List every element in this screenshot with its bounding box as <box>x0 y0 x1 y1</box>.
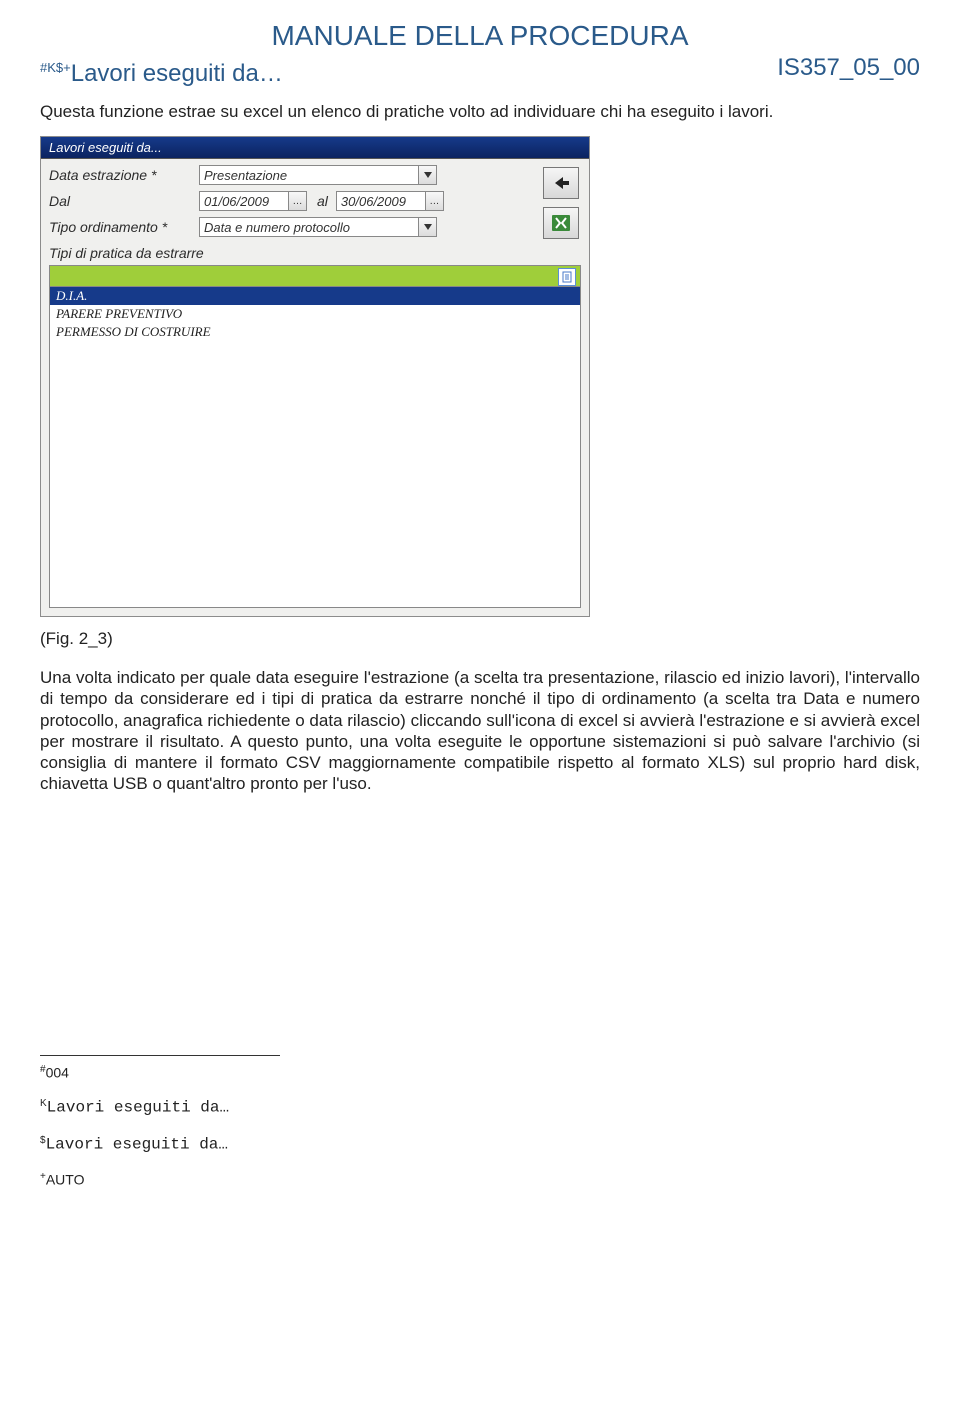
datepicker-button-dal[interactable]: … <box>289 191 307 211</box>
list-header-button[interactable] <box>558 268 576 286</box>
dropdown-button-data-estrazione[interactable] <box>419 165 437 185</box>
intro-paragraph: Questa funzione estrae su excel un elenc… <box>40 102 920 122</box>
footnote-text: 004 <box>46 1064 69 1080</box>
label-tipi-pratica: Tipi di pratica da estrarre <box>49 245 581 261</box>
footnote-4: +AUTO <box>40 1171 920 1188</box>
dialog-titlebar: Lavori eseguiti da... <box>41 137 589 159</box>
label-data-estrazione: Data estrazione * <box>49 167 199 183</box>
arrow-left-icon <box>551 175 571 191</box>
footnote-text: AUTO <box>46 1172 85 1188</box>
section-heading-text: Lavori eseguiti da… <box>71 60 283 87</box>
label-al: al <box>317 193 328 209</box>
list-item[interactable]: PERMESSO DI COSTRUIRE <box>50 323 580 341</box>
list-item[interactable]: D.I.A. <box>50 287 580 305</box>
datepicker-button-al[interactable]: … <box>426 191 444 211</box>
input-al[interactable] <box>336 191 426 211</box>
footnote-text: Lavori eseguiti da… <box>47 1099 229 1117</box>
input-dal[interactable] <box>199 191 289 211</box>
document-icon <box>562 271 572 283</box>
footnote-text: Lavori eseguiti da… <box>46 1135 228 1153</box>
date-dal[interactable]: … <box>199 191 307 211</box>
footnote-sup: K <box>40 1098 47 1109</box>
footnote-3: $Lavori eseguiti da… <box>40 1135 920 1154</box>
input-tipo-ordinamento[interactable] <box>199 217 419 237</box>
list-item[interactable]: PARERE PREVENTIVO <box>50 305 580 323</box>
list-header <box>49 265 581 286</box>
body-paragraph: Una volta indicato per quale data esegui… <box>40 667 920 795</box>
footnote-2: KLavori eseguiti da… <box>40 1098 920 1117</box>
chevron-down-icon <box>424 172 432 178</box>
export-excel-button[interactable] <box>543 207 579 239</box>
footnote-1: #004 <box>40 1064 920 1081</box>
label-tipo-ordinamento: Tipo ordinamento * <box>49 219 199 235</box>
excel-icon <box>550 213 572 233</box>
dropdown-button-tipo-ordinamento[interactable] <box>419 217 437 237</box>
combo-tipo-ordinamento[interactable] <box>199 217 437 237</box>
dialog-window: Lavori eseguiti da... Data estrazione * <box>40 136 590 617</box>
back-button[interactable] <box>543 167 579 199</box>
doc-code: IS357_05_00 <box>777 54 920 82</box>
combo-data-estrazione[interactable] <box>199 165 437 185</box>
label-dal: Dal <box>49 193 199 209</box>
figure-caption: (Fig. 2_3) <box>40 629 920 649</box>
footnote-separator <box>40 1055 280 1064</box>
section-prefix: #K$+ <box>40 60 71 75</box>
chevron-down-icon <box>424 224 432 230</box>
input-data-estrazione[interactable] <box>199 165 419 185</box>
main-title: MANUALE DELLA PROCEDURA <box>40 20 920 52</box>
listbox-tipi-pratica[interactable]: D.I.A. PARERE PREVENTIVO PERMESSO DI COS… <box>49 286 581 608</box>
date-al[interactable]: … <box>336 191 444 211</box>
